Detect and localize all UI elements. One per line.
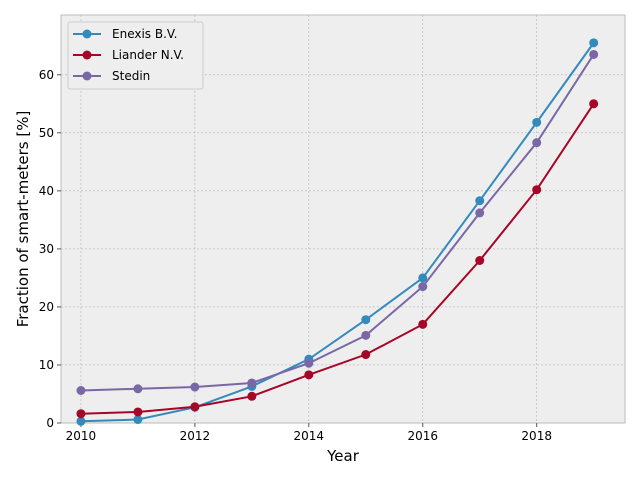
series-line-2 bbox=[80, 53, 595, 392]
legend-label: Liander N.V. bbox=[112, 48, 184, 62]
x-tick-label: 2010 bbox=[66, 429, 97, 443]
y-tick-label: 30 bbox=[39, 242, 54, 256]
data-point bbox=[589, 38, 599, 48]
data-point bbox=[418, 319, 428, 329]
x-tick-label: 2012 bbox=[180, 429, 211, 443]
data-point bbox=[361, 315, 371, 325]
series-line-1 bbox=[80, 103, 595, 415]
data-point bbox=[304, 358, 314, 368]
y-tick-label: 0 bbox=[46, 416, 54, 430]
data-point bbox=[418, 273, 428, 283]
data-point bbox=[76, 416, 86, 426]
data-point bbox=[247, 391, 257, 401]
data-point bbox=[589, 99, 599, 109]
data-point bbox=[133, 415, 143, 425]
data-point bbox=[133, 384, 143, 394]
axis-ticks: 2010 2012 2014 2016 2018 0 10 20 30 40 50 60 bbox=[39, 68, 552, 443]
legend-swatch-marker bbox=[82, 71, 92, 81]
data-point bbox=[190, 382, 200, 392]
data-point bbox=[418, 282, 428, 292]
data-point bbox=[76, 409, 86, 419]
data-point bbox=[247, 378, 257, 388]
data-point bbox=[361, 330, 371, 340]
y-tick-label: 50 bbox=[39, 126, 54, 140]
data-point bbox=[304, 370, 314, 380]
legend-swatch-marker bbox=[82, 50, 92, 60]
data-point bbox=[532, 117, 542, 127]
legend-label: Stedin bbox=[112, 69, 150, 83]
x-tick-label: 2014 bbox=[294, 429, 325, 443]
data-point bbox=[532, 185, 542, 195]
data-point bbox=[589, 49, 599, 59]
data-point bbox=[475, 255, 485, 265]
data-point bbox=[76, 385, 86, 395]
data-point bbox=[190, 402, 200, 412]
data-point bbox=[532, 138, 542, 148]
series-points bbox=[76, 38, 599, 426]
data-point bbox=[361, 350, 371, 360]
data-point bbox=[133, 407, 143, 417]
legend: Enexis B.V. Liander N.V. Stedin bbox=[67, 21, 204, 90]
data-point bbox=[475, 196, 485, 206]
legend-box bbox=[67, 21, 204, 90]
data-point bbox=[475, 208, 485, 218]
x-tick-label: 2018 bbox=[521, 429, 552, 443]
series-lines bbox=[80, 42, 595, 423]
series-line-0 bbox=[80, 42, 595, 423]
y-axis-label: Fraction of smart-meters [%] bbox=[14, 111, 32, 328]
y-tick-label: 20 bbox=[39, 300, 54, 314]
x-axis-label: Year bbox=[326, 447, 360, 465]
legend-swatch-marker bbox=[82, 29, 92, 39]
y-tick-label: 40 bbox=[39, 184, 54, 198]
y-tick-label: 10 bbox=[39, 358, 54, 372]
y-tick-label: 60 bbox=[39, 68, 54, 82]
legend-label: Enexis B.V. bbox=[112, 27, 177, 41]
x-tick-label: 2016 bbox=[407, 429, 438, 443]
